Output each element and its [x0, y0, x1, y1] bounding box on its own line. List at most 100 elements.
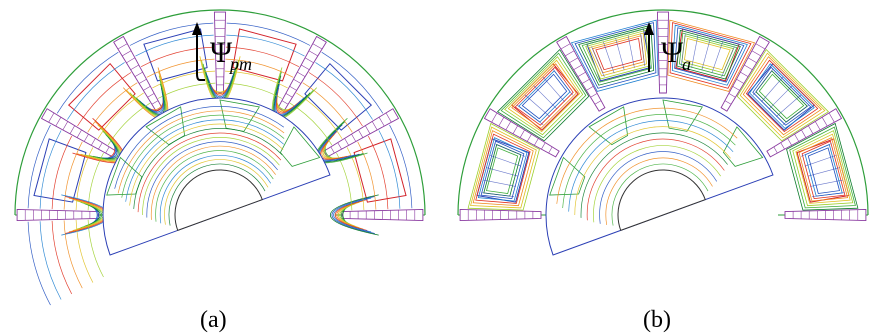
- magnet-hatch: [724, 100, 732, 105]
- stator-outer-arc: [457, 9, 869, 216]
- magnet-hatch: [773, 146, 778, 154]
- flux-line: [39, 130, 62, 209]
- magnet-hatch: [526, 133, 532, 142]
- flux-loop: [674, 27, 745, 83]
- flux-grid: [486, 167, 519, 177]
- rotor-flux-line: [605, 157, 713, 226]
- winding-slot: [232, 28, 297, 82]
- magnet-hatch: [62, 121, 69, 131]
- flux-line: [56, 51, 119, 114]
- rotor-flux-line: [593, 145, 721, 223]
- flux-grid: [552, 68, 573, 96]
- flux-loop: [496, 48, 590, 142]
- flux-line: [87, 219, 104, 278]
- flux-loop: [521, 73, 568, 120]
- flux-loop: [504, 56, 584, 136]
- magnet-hatch: [147, 93, 155, 98]
- winding-slot: [67, 62, 136, 131]
- magnet-hatch: [281, 100, 289, 105]
- magnet-hatch: [541, 142, 546, 150]
- rotor-flux-line: [155, 150, 274, 222]
- magnet-hatch: [117, 43, 128, 50]
- rotor-flux-line: [562, 114, 736, 209]
- flux-loop: [739, 52, 826, 139]
- flux-grid: [721, 46, 735, 78]
- flux-line: [146, 58, 215, 78]
- flux-lines: [467, 19, 859, 211]
- flux-loop: [574, 22, 657, 89]
- magnet-hatch: [351, 133, 357, 142]
- magnet-hatch: [98, 142, 103, 150]
- magnet-hatch: [91, 138, 96, 146]
- flux-line: [296, 92, 343, 139]
- rotor-flux-line: [142, 137, 280, 216]
- flux-line: [225, 46, 300, 68]
- magnet-hatch: [728, 93, 736, 98]
- magnet-hatch: [808, 125, 814, 134]
- panel-a-flux-arrow-icon: [196, 30, 205, 81]
- flux-loop: [678, 32, 738, 77]
- magnet-strip: [277, 35, 327, 112]
- flux-grid: [691, 35, 699, 68]
- flux-grid: [603, 41, 615, 74]
- rotor-flux-line: [574, 126, 731, 215]
- panel-a-flux-label: Ψ pm: [192, 22, 252, 81]
- magnet-hatch: [751, 50, 761, 57]
- rotor-tooth: [588, 106, 629, 146]
- magnet-hatch: [130, 64, 139, 70]
- flux-grid: [524, 94, 550, 117]
- flux-loop: [467, 122, 540, 211]
- rotor-flux-line: [164, 159, 269, 225]
- panel-b-psi-symbol: Ψ: [661, 36, 684, 69]
- magnet-hatch: [297, 71, 306, 77]
- magnet-strip: [720, 35, 770, 112]
- rotor-tooth: [549, 156, 586, 196]
- magnet-hatch: [828, 112, 835, 123]
- flux-line: [206, 75, 234, 97]
- magnet-hatch: [371, 121, 378, 131]
- flux-loop: [745, 59, 819, 133]
- flux-line: [51, 135, 73, 210]
- rotor-flux-line: [586, 138, 725, 221]
- panel-b-flux-plot: [457, 9, 869, 256]
- magnet-hatch: [581, 78, 590, 84]
- magnet-hatch: [590, 93, 598, 98]
- magnet-strip: [113, 35, 163, 112]
- flux-line: [321, 51, 384, 114]
- flux-line: [334, 199, 368, 231]
- flux-loop: [684, 37, 731, 71]
- flux-line: [302, 82, 353, 133]
- flux-grid: [811, 192, 845, 197]
- flux-line: [336, 200, 364, 230]
- rotor-flux-line: [168, 163, 266, 226]
- flux-loop: [511, 63, 577, 129]
- rotor-flux-line: [159, 155, 272, 224]
- flux-loop: [588, 32, 648, 77]
- magnet-strip: [40, 108, 117, 158]
- magnet-hatch: [519, 129, 525, 138]
- magnet-hatch: [358, 129, 364, 138]
- flux-line: [224, 70, 288, 89]
- panel-a-psi-symbol: Ψ: [210, 36, 233, 69]
- magnet-hatch: [126, 57, 136, 64]
- magnet-hatch: [69, 125, 75, 134]
- flux-line: [39, 221, 62, 300]
- panel-a-flux-plot: [14, 9, 426, 306]
- flux-line: [97, 92, 144, 139]
- flux-line: [51, 220, 73, 295]
- flux-loop: [578, 24, 655, 86]
- flux-grid: [776, 94, 802, 117]
- flux-line: [225, 58, 294, 78]
- flux-line: [226, 34, 305, 57]
- flux-grid: [542, 76, 565, 102]
- flux-line: [135, 34, 214, 57]
- rotor-flux-line: [114, 106, 285, 189]
- rotor-flux-line: [146, 141, 278, 218]
- flux-grid: [533, 85, 558, 110]
- flux-loop: [470, 126, 537, 209]
- magnet-hatch: [301, 64, 310, 70]
- flux-line: [27, 124, 51, 209]
- flux-line: [80, 201, 102, 229]
- rotor-flux-line: [611, 163, 709, 226]
- magnet-hatch: [378, 117, 385, 127]
